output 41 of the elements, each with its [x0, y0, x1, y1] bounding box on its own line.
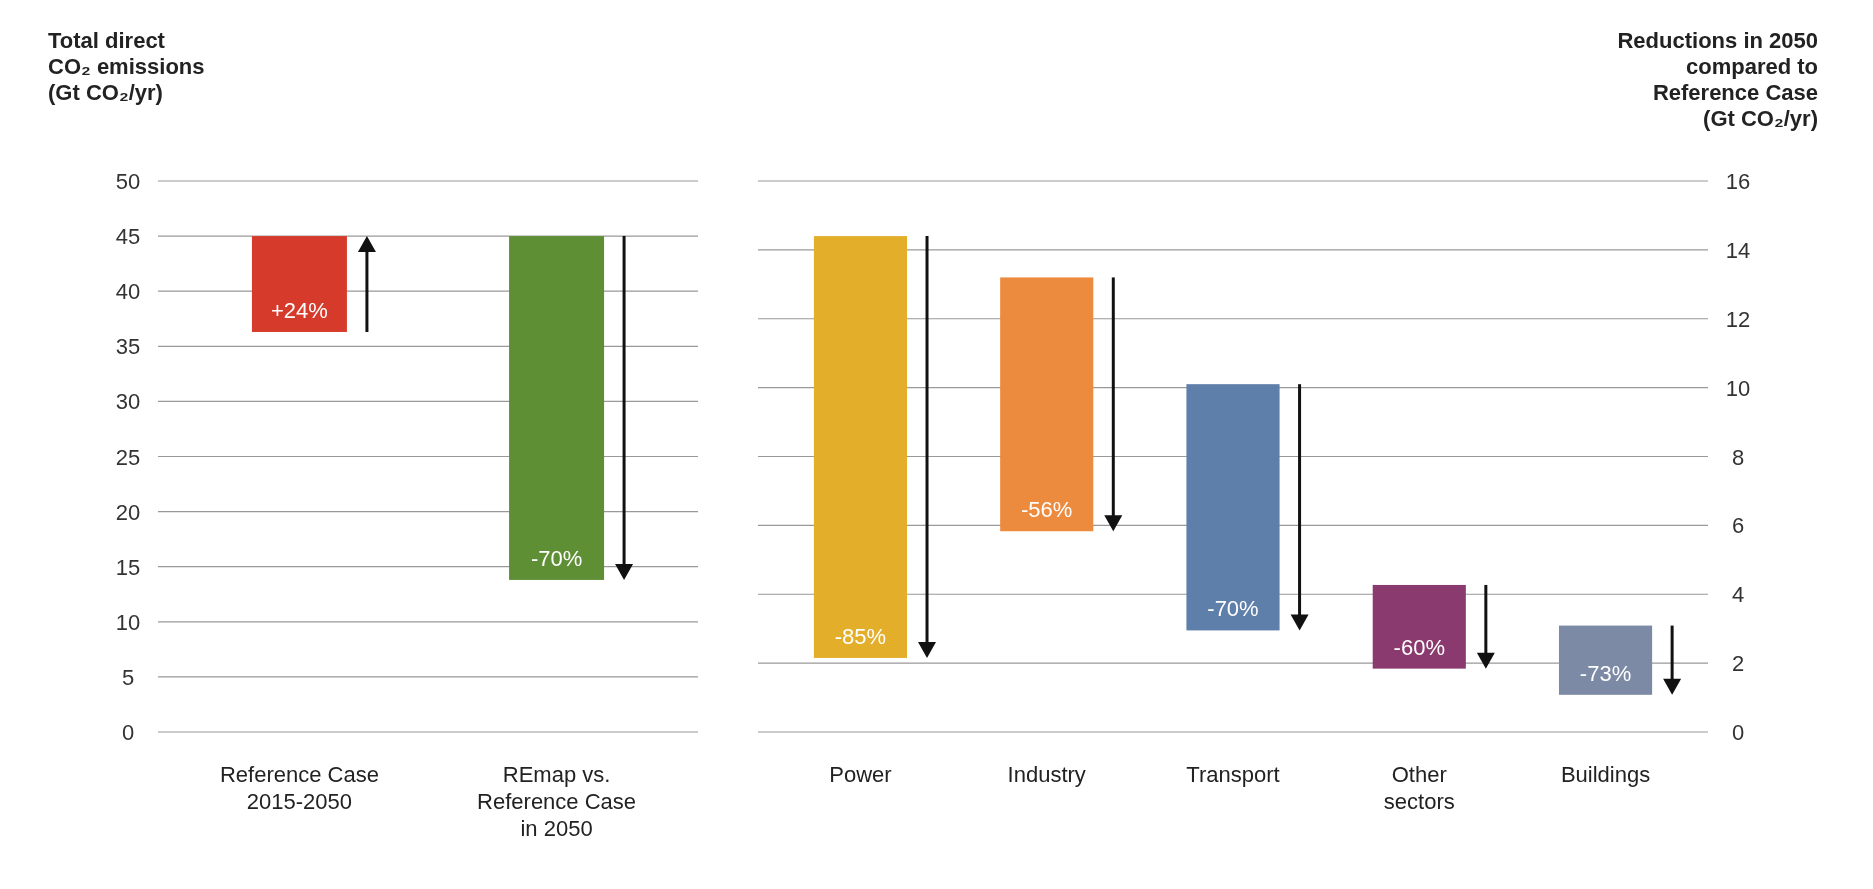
annotation: -73%: [1579, 660, 1632, 686]
y-tick-label: 16: [1725, 169, 1751, 194]
y-tick-label: 30: [115, 389, 141, 415]
annotation: -70%: [1207, 596, 1259, 622]
x-tick-label: REmap vs. Reference Case in 2050: [477, 762, 637, 841]
y-tick-label: 0: [1731, 720, 1745, 745]
annotation: -70%: [530, 545, 583, 571]
annotation: +24%: [270, 297, 328, 323]
x-tick-label: Buildings: [1560, 762, 1651, 787]
y-tick-label: 45: [115, 224, 141, 250]
y-tick-label: 2: [1731, 651, 1745, 677]
y-tick-label: 12: [1725, 306, 1751, 332]
y-tick-label: 15: [115, 554, 141, 580]
y-axis-title: Total direct CO₂ emissions (Gt CO₂/yr): [48, 28, 205, 105]
y-axis-title: Reductions in 2050 compared to Reference Case (Gt CO₂/yr): [1617, 28, 1818, 131]
y-tick-label: 20: [115, 499, 141, 525]
y-tick-label: 8: [1731, 444, 1745, 470]
y-tick-label: 6: [1731, 513, 1745, 539]
y-tick-label: 40: [115, 279, 141, 305]
x-tick-label: Reference Case 2015-2050: [219, 762, 379, 814]
y-tick-label: 25: [115, 444, 141, 470]
annotation: -56%: [1021, 497, 1073, 523]
bar: [1000, 277, 1094, 532]
y-tick-label: 10: [115, 609, 141, 635]
x-tick-label: Industry: [1007, 762, 1086, 787]
annotation: -85%: [834, 623, 887, 649]
y-tick-label: 4: [1731, 582, 1745, 608]
bar: [1372, 584, 1466, 669]
bar: [813, 236, 908, 658]
y-tick-label: 35: [115, 334, 141, 360]
y-tick-label: 10: [1725, 375, 1751, 401]
y-tick-label: 5: [121, 664, 135, 690]
y-tick-label: 50: [115, 169, 141, 194]
bar: [1558, 625, 1653, 695]
x-tick-label: Transport: [1186, 762, 1280, 787]
y-tick-label: 14: [1725, 237, 1751, 263]
y-tick-label: 0: [121, 720, 135, 745]
x-tick-label: Power: [829, 762, 892, 787]
x-tick-label: Other sectors: [1383, 762, 1455, 814]
annotation: -60%: [1393, 634, 1445, 660]
bar: [1186, 384, 1280, 631]
